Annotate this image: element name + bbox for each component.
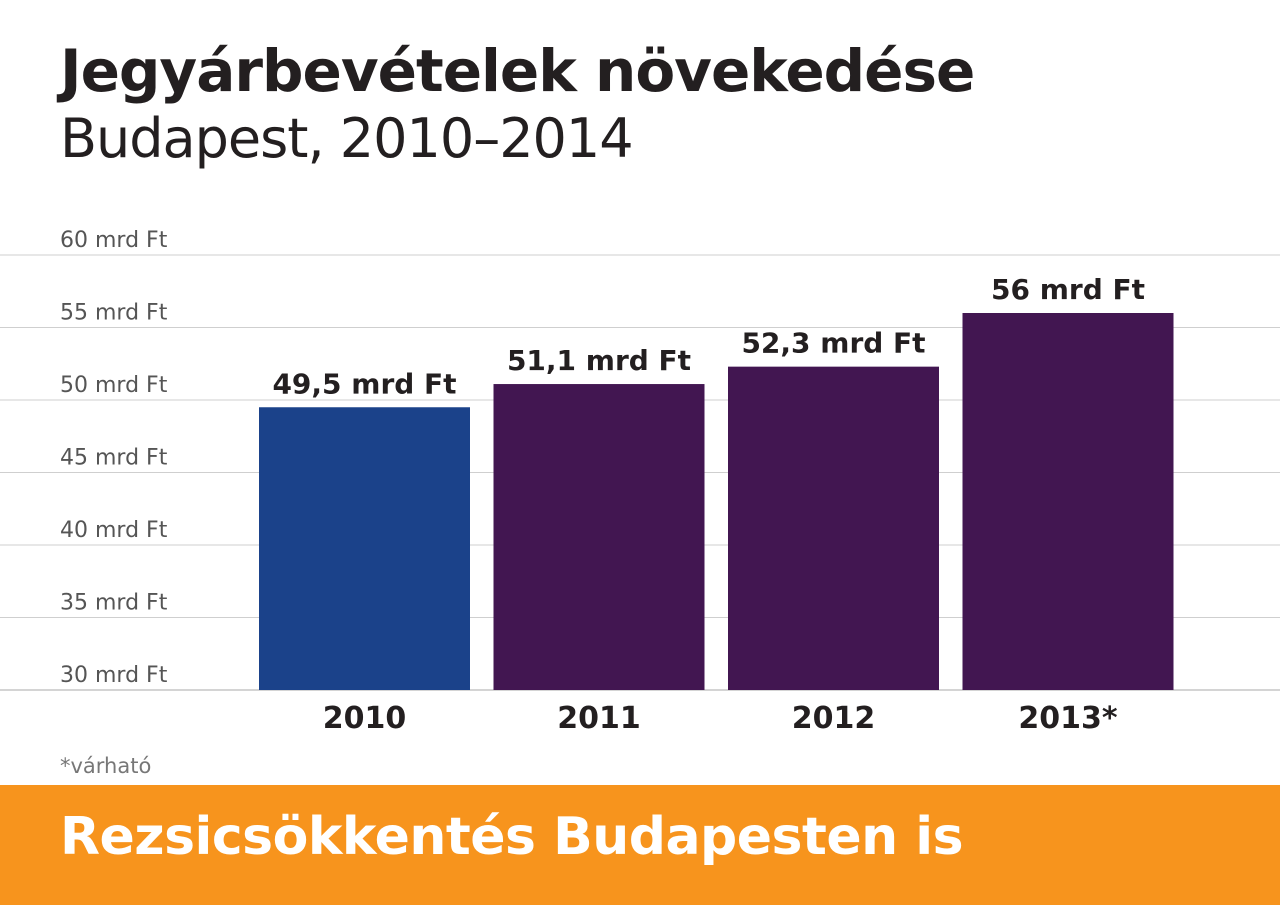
bottom-banner: Rezsicsökkentés Budapesten is — [0, 785, 1280, 905]
x-tick-label: 2011 — [557, 701, 641, 736]
y-tick-label: 55 mrd Ft — [60, 301, 168, 326]
y-tick-label: 60 mrd Ft — [60, 228, 168, 253]
y-axis-ticks: 30 mrd Ft 35 mrd Ft 40 mrd Ft 45 mrd Ft 50 m… — [60, 228, 168, 688]
y-tick-label: 30 mrd Ft — [60, 663, 168, 688]
bar — [493, 384, 705, 690]
y-tick-label: 35 mrd Ft — [60, 591, 168, 616]
bar — [259, 407, 470, 690]
data-label: 56 mrd Ft — [991, 273, 1145, 306]
data-label: 52,3 mrd Ft — [741, 327, 925, 360]
footnote: *várható — [60, 754, 152, 778]
x-tick-label: 2010 — [323, 701, 407, 736]
banner-text: Rezsicsökkentés Budapesten is — [60, 807, 964, 867]
y-tick-label: 50 mrd Ft — [60, 373, 168, 398]
bar — [728, 366, 939, 690]
x-tick-label: 2012 — [792, 701, 876, 736]
y-tick-label: 45 mrd Ft — [60, 446, 168, 471]
chart-title: Jegyárbevételek növekedése — [60, 37, 975, 105]
data-label: 49,5 mrd Ft — [272, 367, 456, 400]
bar — [962, 313, 1174, 690]
y-tick-label: 40 mrd Ft — [60, 518, 168, 543]
x-axis-ticks: 2010 2011 2012 2013* — [323, 701, 1118, 736]
data-label: 51,1 mrd Ft — [507, 344, 691, 377]
data-labels: 49,5 mrd Ft 51,1 mrd Ft 52,3 mrd Ft 56 mrd … — [272, 273, 1145, 400]
bars — [259, 313, 1174, 690]
bar-chart: 30 mrd Ft 35 mrd Ft 40 mrd Ft 45 mrd Ft 50 m… — [0, 228, 1280, 736]
x-tick-label: 2013* — [1018, 701, 1117, 736]
chart-subtitle: Budapest, 2010–2014 — [60, 107, 634, 170]
